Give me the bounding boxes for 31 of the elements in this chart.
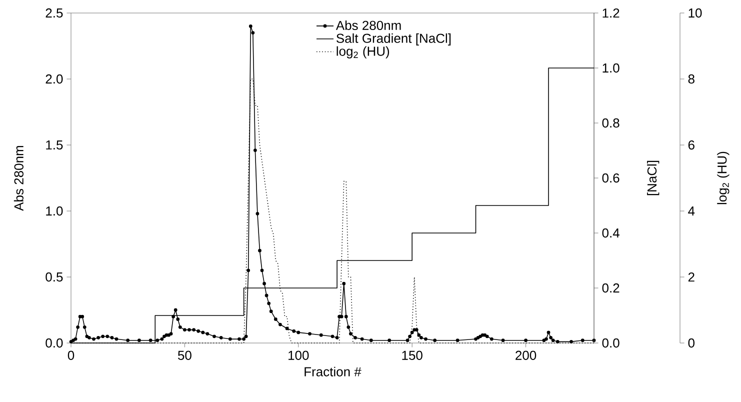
x-tick-label: 150 [402, 350, 422, 360]
y-tick-label: 2.5 [46, 8, 63, 18]
y-axis-title: Abs 280nm [14, 146, 24, 211]
y3-axis-title: log$_{2}$ (HU) [717, 152, 730, 204]
x-tick-label: 100 [288, 350, 309, 360]
y2-axis-title: [NaCl] [647, 160, 660, 196]
y3-tick-label: 8 [688, 74, 694, 84]
y2-tick-label: 0.6 [602, 173, 620, 183]
y3-tick-label: 6 [688, 140, 694, 150]
y-tick-label: 0.5 [46, 272, 63, 282]
y3-tick-label: 2 [688, 272, 694, 282]
y2-tick-label: 0.8 [602, 118, 620, 128]
y-tick-label: 2.0 [46, 74, 63, 84]
y3-tick-label: 4 [688, 206, 695, 216]
y-tick-label: 1.5 [46, 140, 63, 150]
y3-tick-label: 10 [688, 8, 702, 18]
legend-label: log$_{2}$ (HU) [336, 46, 390, 58]
x-axis-title: Fraction # [304, 366, 362, 376]
y2-tick-label: 1.0 [602, 63, 620, 73]
legend-label: Salt Gradient [NaCl] [336, 33, 451, 46]
x-tick-label: 200 [516, 350, 536, 360]
y2-tick-label: 0.0 [602, 338, 620, 348]
y2-tick-label: 0.2 [602, 283, 620, 293]
y3-tick-label: 0 [688, 338, 694, 348]
legend-label: Abs 280nm [336, 20, 401, 30]
y2-tick-label: 1.2 [602, 8, 620, 18]
y2-tick-label: 0.4 [602, 228, 620, 238]
x-tick-label: 0 [68, 350, 74, 360]
y-tick-label: 0.0 [46, 338, 63, 348]
x-tick-label: 50 [178, 350, 192, 360]
y-tick-label: 1.0 [46, 206, 63, 216]
